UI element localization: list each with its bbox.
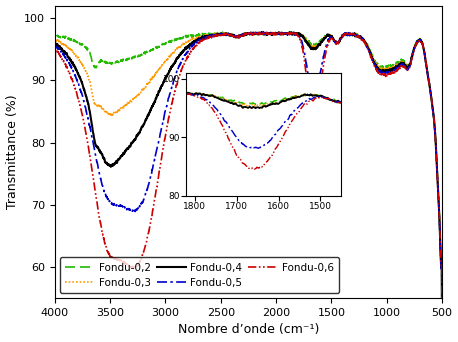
Fondu-0,4	[215, 32, 220, 37]
Fondu-0,6	[408, 61, 414, 65]
Fondu-0,3	[408, 59, 414, 63]
Fondu-0,6	[215, 34, 220, 38]
Fondu-0,6	[439, 327, 445, 331]
Fondu-0,6	[427, 88, 433, 92]
Fondu-0,2	[52, 327, 58, 331]
Fondu-0,2	[408, 59, 414, 63]
Fondu-0,3	[333, 41, 339, 45]
Fondu-0,4	[427, 88, 433, 92]
Fondu-0,4	[408, 60, 414, 64]
Fondu-0,2	[236, 35, 242, 39]
Fondu-0,2	[220, 30, 225, 34]
Fondu-0,2	[427, 88, 433, 92]
Fondu-0,5	[439, 327, 445, 331]
Fondu-0,4	[218, 32, 224, 36]
Line: Fondu-0,6: Fondu-0,6	[55, 32, 442, 329]
Fondu-0,5	[408, 60, 414, 64]
Fondu-0,6	[52, 327, 58, 331]
Line: Fondu-0,4: Fondu-0,4	[55, 32, 442, 329]
Line: Fondu-0,5: Fondu-0,5	[55, 32, 442, 329]
Fondu-0,4	[259, 30, 265, 34]
Fondu-0,3	[236, 35, 241, 39]
Fondu-0,5	[215, 32, 220, 37]
Fondu-0,3	[52, 327, 58, 331]
Fondu-0,5	[427, 87, 433, 91]
Fondu-0,2	[439, 327, 445, 331]
Fondu-0,3	[427, 87, 433, 91]
Fondu-0,5	[261, 30, 266, 34]
Fondu-0,2	[333, 41, 339, 45]
Fondu-0,3	[215, 31, 220, 35]
Fondu-0,5	[52, 327, 58, 331]
Legend: Fondu-0,2, Fondu-0,3, Fondu-0,4, Fondu-0,5, Fondu-0,6: Fondu-0,2, Fondu-0,3, Fondu-0,4, Fondu-0…	[60, 257, 339, 293]
Fondu-0,3	[218, 32, 224, 37]
Line: Fondu-0,3: Fondu-0,3	[55, 32, 442, 329]
Line: Fondu-0,2: Fondu-0,2	[55, 32, 442, 329]
Fondu-0,5	[218, 32, 224, 37]
Fondu-0,5	[236, 34, 241, 38]
Fondu-0,6	[218, 33, 224, 37]
Fondu-0,3	[439, 327, 445, 331]
Fondu-0,6	[333, 41, 339, 45]
X-axis label: Nombre d’onde (cm⁻¹): Nombre d’onde (cm⁻¹)	[178, 324, 319, 337]
Fondu-0,4	[52, 327, 58, 331]
Fondu-0,6	[236, 35, 241, 39]
Fondu-0,3	[260, 30, 266, 34]
Fondu-0,4	[333, 40, 339, 44]
Fondu-0,4	[439, 327, 445, 331]
Fondu-0,6	[264, 30, 270, 34]
Fondu-0,2	[215, 31, 220, 35]
Fondu-0,5	[333, 40, 339, 44]
Fondu-0,4	[236, 34, 241, 38]
Fondu-0,2	[218, 32, 224, 36]
Y-axis label: Transmittance (%): Transmittance (%)	[5, 94, 19, 209]
